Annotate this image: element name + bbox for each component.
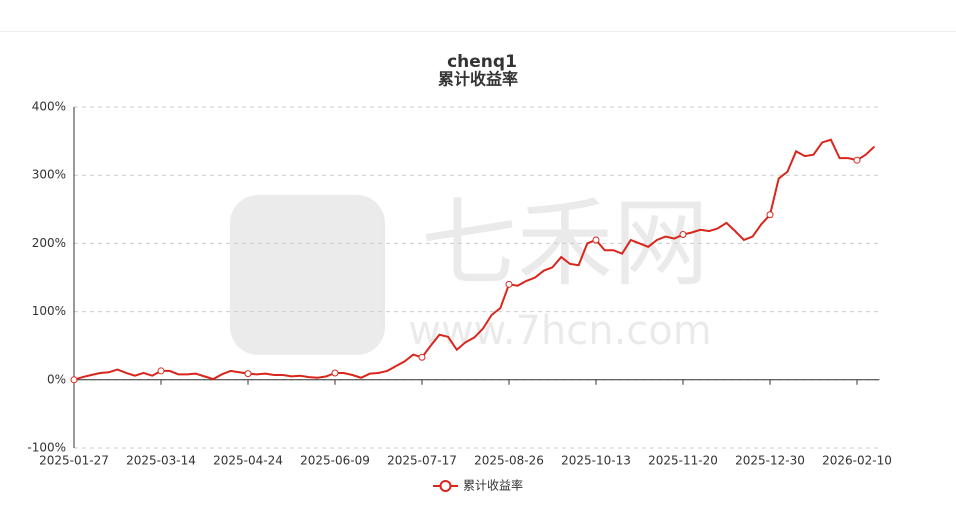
x-tick-label: 2025-06-09 [300,454,370,468]
chart-title: chenq1 [447,52,517,72]
point-marker [853,156,861,164]
watermark-logo [230,195,385,355]
point-marker [766,211,774,219]
x-tick-label: 2025-03-14 [126,454,196,468]
watermark: 七禾网 www.7hcn.com [230,187,712,355]
legend-marker [439,480,452,492]
x-tick-label: 2025-01-27 [39,454,109,468]
y-tick-label: 200% [32,236,66,250]
point-marker [331,369,339,377]
point-marker [679,231,687,239]
point-marker [244,370,252,378]
chart-subtitle: 累计收益率 [438,70,518,89]
watermark-url: www.7hcn.com [408,308,711,354]
point-marker [505,280,513,288]
x-tick-label: 2025-07-17 [387,454,457,468]
x-tick-label: 2026-02-10 [822,454,892,468]
x-tick-label: 2025-10-13 [561,454,631,468]
y-tick-label: -100% [27,441,66,455]
point-marker [418,353,426,361]
point-marker [157,367,165,375]
y-tick-label: 300% [32,168,66,182]
y-tick-label: 400% [32,100,66,114]
y-tick-label: 0% [47,372,66,386]
x-tick-label: 2025-12-30 [735,454,805,468]
legend-label: 累计收益率 [463,478,523,493]
point-marker [592,236,600,244]
x-tick-label: 2025-11-20 [648,454,718,468]
series-line [73,138,876,381]
x-tick-label: 2025-08-26 [474,454,544,468]
x-tick-label: 2025-04-24 [213,454,283,468]
y-tick-label: 100% [32,304,66,318]
point-marker [70,376,78,384]
